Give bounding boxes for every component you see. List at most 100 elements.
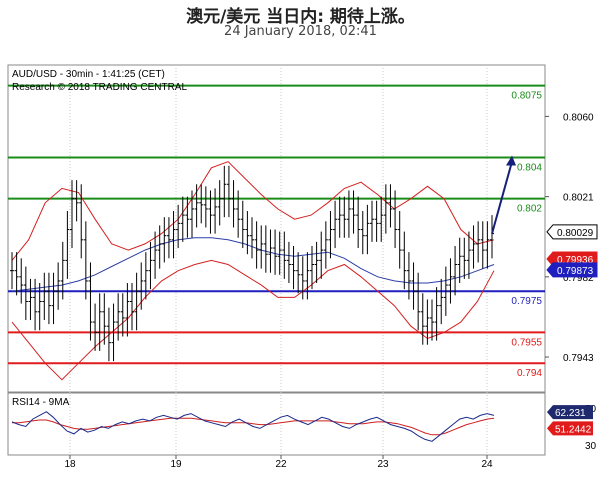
bollinger-upper-line	[11, 161, 495, 261]
price-bar	[148, 241, 153, 290]
price-bar	[434, 287, 439, 341]
price-bar	[231, 180, 236, 228]
price-bar	[106, 307, 111, 362]
price-bar	[74, 180, 79, 222]
price-bar	[425, 299, 430, 345]
price-bar	[171, 211, 176, 259]
research-label: Research © 2018 TRADING CENTRAL	[12, 82, 187, 93]
level-label-3: 0.802	[517, 204, 542, 215]
price-bar	[346, 190, 351, 238]
price-bar	[153, 231, 158, 279]
price-bar	[388, 184, 393, 228]
price-axis-label-2: 0.8021	[563, 193, 594, 204]
price-bar	[383, 184, 388, 234]
level-label-1: 0.8075	[511, 91, 542, 102]
price-bar	[194, 184, 199, 228]
price-bar	[46, 272, 51, 325]
price-bar	[70, 180, 74, 249]
price-bar	[277, 231, 282, 275]
price-bar	[23, 266, 28, 321]
price-bar	[379, 196, 384, 242]
price-bar	[213, 188, 218, 234]
rsi-badge-label-2: 51.2442	[555, 424, 592, 435]
price-bar	[300, 256, 305, 300]
price-bar	[125, 283, 130, 337]
price-bar	[476, 221, 481, 263]
price-bar	[139, 262, 144, 310]
rsi-panel	[7, 392, 546, 456]
price-bar	[222, 165, 227, 218]
price-bar	[420, 293, 425, 345]
level-label-5: 0.7955	[511, 337, 542, 348]
price-bar	[240, 200, 245, 249]
price-bar	[51, 272, 56, 325]
price-bar	[33, 278, 38, 331]
price-bar	[273, 229, 278, 275]
price-bar	[411, 262, 416, 310]
price-bar	[402, 231, 407, 290]
level-label-2: 0.804	[517, 163, 542, 174]
price-bar	[116, 293, 121, 341]
price-bar	[42, 272, 47, 321]
price-bar	[466, 231, 471, 279]
price-bar	[356, 196, 361, 249]
instrument-label: AUD/USD - 30min - 1:41:25 (CET)	[12, 69, 165, 80]
price-bar	[296, 252, 301, 294]
forecast-arrow-line	[491, 161, 513, 234]
forecast-arrow-head	[506, 155, 516, 166]
price-bar	[65, 211, 70, 279]
rsi-axis-label-2: 30	[585, 441, 597, 452]
price-bar	[374, 200, 379, 242]
price-bar	[443, 266, 448, 316]
price-bar	[480, 221, 485, 269]
page-subtitle: 24 January 2018, 02:41	[224, 24, 377, 39]
price-bar	[56, 262, 61, 310]
bollinger-lower-line	[11, 259, 495, 381]
price-bar	[416, 272, 421, 331]
price-bar	[485, 221, 490, 269]
price-bar	[60, 241, 65, 300]
price-bar	[351, 190, 356, 234]
price-bar	[314, 241, 319, 283]
price-bar	[393, 190, 398, 249]
price-bar	[250, 217, 254, 259]
level-label-6: 0.794	[517, 368, 542, 379]
rsi-line	[11, 411, 495, 442]
price-bar	[333, 200, 338, 249]
price-bar	[14, 252, 19, 296]
price-panel	[7, 64, 546, 393]
rsi-ma-line	[12, 417, 495, 436]
price-bar	[282, 231, 287, 279]
price-bar	[111, 303, 116, 362]
price-bar	[83, 221, 88, 300]
price-bar	[448, 258, 453, 304]
price-bar	[97, 293, 102, 351]
price-bar	[457, 237, 462, 283]
price-bar	[453, 245, 458, 296]
rsi-badge-2: 51.2442	[547, 421, 593, 436]
price-bar	[185, 196, 190, 238]
price-axis-label-1: 0.8060	[563, 112, 594, 123]
price-axis-label-3: 0.7982	[563, 273, 594, 284]
price-bar	[88, 262, 93, 341]
price-bar	[203, 186, 208, 228]
price-bar	[10, 252, 14, 290]
price-bar	[134, 272, 139, 331]
price-bar	[28, 278, 33, 321]
price-bar	[360, 211, 365, 255]
price-bar	[263, 225, 268, 273]
price-bar	[190, 190, 194, 238]
price-bar	[342, 196, 347, 238]
price-bar	[37, 283, 42, 331]
price-bar	[19, 258, 24, 304]
price-bar	[337, 196, 342, 238]
price-bar	[176, 204, 181, 249]
price-bar	[245, 211, 250, 255]
x-axis-label-4: 23	[377, 459, 389, 470]
x-axis-label-2: 19	[170, 459, 182, 470]
price-bar	[180, 196, 185, 242]
price-bar	[286, 241, 291, 283]
price-bar	[319, 231, 324, 279]
price-bar	[157, 225, 162, 269]
price-bar	[259, 225, 264, 269]
